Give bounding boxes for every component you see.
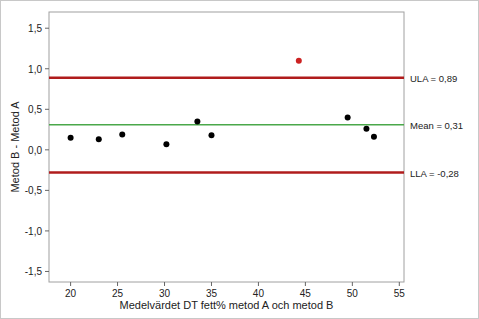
- x-tick-label: 40: [253, 288, 265, 299]
- y-tick: [45, 230, 49, 231]
- y-tick: [45, 68, 49, 69]
- y-tick-label: -1,0: [25, 226, 43, 237]
- x-tick-label: 55: [394, 288, 406, 299]
- x-tick-label: 30: [159, 288, 171, 299]
- plot-area: [49, 58, 404, 173]
- y-axis-label: Metod B - Metod A: [9, 101, 21, 193]
- data-point: [96, 136, 102, 142]
- x-tick: [164, 282, 165, 286]
- y-tick-label: -0,5: [25, 185, 43, 196]
- data-point: [119, 131, 125, 137]
- background: [1, 1, 479, 319]
- x-axis-label: Medelvärdet DT fett% metod A och metod B: [120, 299, 334, 311]
- y-tick: [45, 190, 49, 191]
- chart-container: -1,5 -1,0 -0,5 0,0 0,5 1,0 1,5 20 25 30 35 40 45 50 55…: [0, 0, 479, 319]
- reference-line: [49, 171, 404, 174]
- chart-svg: -1,5 -1,0 -0,5 0,0 0,5 1,0 1,5 20 25 30 35 40 45 50 55…: [0, 0, 479, 319]
- x-tick: [211, 282, 212, 286]
- reference-line: [49, 76, 404, 79]
- y-tick-label: 1,0: [28, 64, 42, 75]
- x-tick: [70, 282, 71, 286]
- reference-label: Mean = 0,31: [410, 120, 463, 131]
- plot-frame: [49, 12, 404, 282]
- reference-line: [49, 124, 404, 126]
- x-tick: [305, 282, 306, 286]
- y-tick: [45, 109, 49, 110]
- x-tick: [399, 282, 400, 286]
- x-tick: [352, 282, 353, 286]
- reference-label: ULA = 0,89: [410, 73, 457, 84]
- data-point: [363, 126, 369, 132]
- y-tick-label: -1,5: [25, 266, 43, 277]
- reference-label: LLA = -0,28: [410, 168, 459, 179]
- x-tick: [258, 282, 259, 286]
- x-tick: [117, 282, 118, 286]
- data-point: [68, 135, 74, 141]
- data-point: [194, 118, 200, 124]
- x-tick-label: 50: [347, 288, 359, 299]
- x-tick-label: 25: [112, 288, 124, 299]
- data-point: [371, 134, 377, 140]
- y-tick-label: 0,5: [28, 104, 42, 115]
- x-tick-label: 20: [65, 288, 77, 299]
- x-tick-label: 45: [300, 288, 312, 299]
- x-tick-label: 35: [206, 288, 218, 299]
- y-tick-label: 1,5: [28, 23, 42, 34]
- y-tick: [45, 271, 49, 272]
- data-point: [163, 141, 169, 147]
- data-point: [345, 114, 351, 120]
- y-tick: [45, 28, 49, 29]
- data-point: [296, 58, 302, 64]
- data-point: [208, 132, 214, 138]
- y-tick-label: 0,0: [28, 145, 42, 156]
- y-tick: [45, 149, 49, 150]
